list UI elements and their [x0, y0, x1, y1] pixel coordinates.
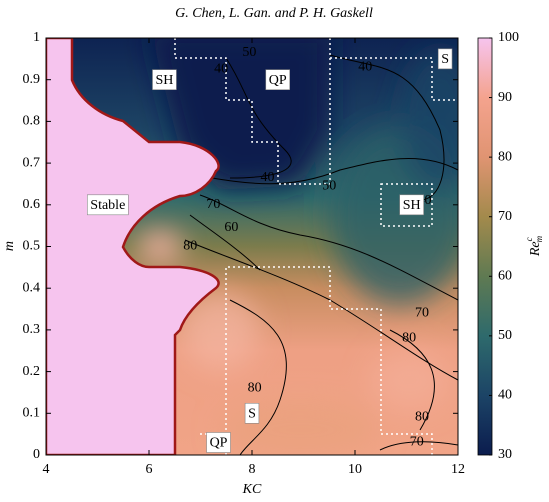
colorbar-tick-label: 60: [498, 269, 512, 284]
region-label-box: [399, 194, 424, 216]
region-label-text: S: [441, 52, 449, 67]
region-label: SH: [152, 69, 177, 90]
x-axis-label: KC: [242, 482, 262, 497]
region-label-text: QP: [269, 73, 287, 88]
y-tick-label: 0.9: [23, 72, 41, 87]
colorbar-tick-label: 70: [498, 209, 512, 224]
contour-label: 80: [402, 330, 416, 345]
contour-label: 60: [224, 220, 238, 235]
colorbar: [477, 37, 493, 456]
region-label-box: [152, 69, 177, 90]
region-label: S: [244, 402, 260, 424]
colorbar-tick-label: 100: [498, 30, 519, 45]
contour-label: 40: [358, 59, 372, 74]
region-label: SH: [399, 194, 424, 216]
contour-label: 80: [183, 239, 197, 254]
x-tick-label: 4: [43, 462, 50, 477]
region-label: Stable: [87, 194, 129, 216]
y-tick-label: 0.7: [23, 155, 41, 170]
contour-label: 50: [242, 45, 256, 60]
colorbar-tick-label: 50: [498, 328, 512, 343]
contour-label: 70: [415, 305, 429, 320]
colorbar-tick-label: 90: [498, 90, 512, 105]
contour-label: 80: [415, 410, 429, 425]
chart-title: G. Chen, L. Gan. and P. H. Gaskell: [175, 6, 373, 21]
region-label-text: QP: [210, 436, 228, 451]
region-label-box: [87, 194, 129, 216]
region-label-box: [265, 69, 291, 90]
x-tick-label: 6: [146, 462, 153, 477]
region-label: S: [437, 48, 453, 70]
contour-label: 80: [248, 380, 262, 395]
y-tick-label: 0.4: [23, 280, 41, 295]
contour-label: 50: [322, 178, 336, 193]
region-label-text: SH: [403, 198, 421, 213]
y-tick-label: 0.5: [23, 239, 41, 254]
y-tick-label: 0.8: [23, 114, 41, 129]
region-label-box: [206, 432, 231, 453]
contour-label: 70: [410, 435, 424, 450]
x-tick-label: 10: [348, 462, 362, 477]
region-label-box: [244, 402, 260, 424]
region-label-box: [437, 48, 453, 70]
colorbar-label: Recm: [524, 235, 544, 257]
y-tick-label: 0: [33, 447, 40, 462]
region-label-text: SH: [155, 73, 173, 88]
x-tick-label: 12: [451, 462, 465, 477]
colorbar-label-base: Re: [528, 241, 543, 257]
y-tick-label: 0.3: [23, 322, 41, 337]
contour-label: 70: [206, 197, 220, 212]
y-tick-label: 0.6: [23, 197, 41, 212]
colorbar-tick-label: 40: [498, 388, 512, 403]
colorbar-label-sup: c: [524, 237, 534, 241]
y-tick-label: 1: [33, 30, 40, 45]
region-label-text: Stable: [90, 198, 125, 213]
colorbar-tick-label: 30: [498, 447, 512, 462]
y-tick-label: 0.2: [23, 364, 41, 379]
region-label-text: S: [248, 407, 256, 422]
y-axis-label: m: [2, 241, 17, 251]
contour-label: 40: [260, 170, 274, 185]
field: [46, 38, 458, 455]
y-tick-label: 0.1: [23, 406, 41, 421]
colorbar-tick-label: 80: [498, 149, 512, 164]
contour-label: 40: [214, 61, 228, 76]
colorbar-label-sub: m: [534, 235, 544, 242]
x-tick-label: 8: [249, 462, 256, 477]
region-label: QP: [206, 432, 231, 453]
region-label: QP: [265, 69, 291, 90]
